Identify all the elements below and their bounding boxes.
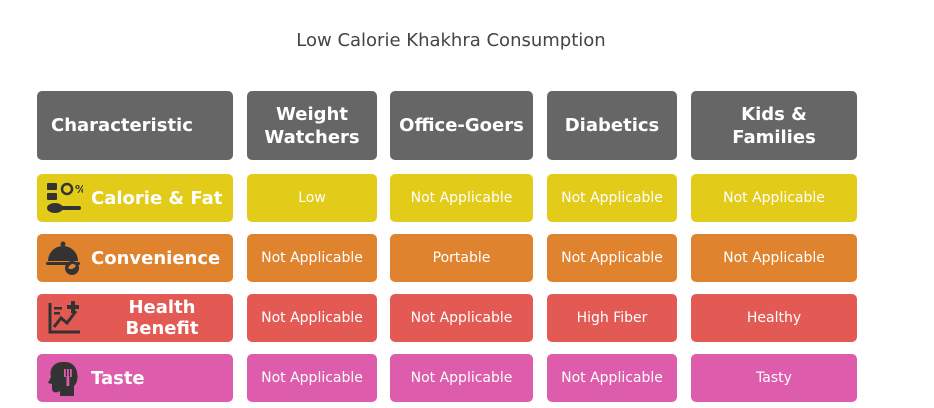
- table-cell-convenience-kids-and-families: Not Applicable: [691, 234, 857, 282]
- column-header-office-goers: Office-Goers: [390, 91, 533, 160]
- table-cell-taste-diabetics: Not Applicable: [547, 354, 677, 402]
- chart-title: Low Calorie Khakhra Consumption: [296, 30, 606, 51]
- row-label: Calorie & Fat: [91, 187, 223, 209]
- table-cell-calorie-and-fat-weight-watchers: Low: [247, 174, 377, 222]
- table-cell-convenience-diabetics: Not Applicable: [547, 234, 677, 282]
- column-header-diabetics: Diabetics: [547, 91, 677, 160]
- svg-text:%: %: [75, 183, 83, 196]
- table-cell-calorie-and-fat-office-goers: Not Applicable: [390, 174, 533, 222]
- table-cell-health-benefit-kids-and-families: Healthy: [691, 294, 857, 342]
- column-header-weight-watchers: Weight Watchers: [247, 91, 377, 160]
- row-label: Taste: [91, 367, 145, 389]
- column-header-kids-and-families: Kids & Families: [691, 91, 857, 160]
- row-header-taste: Taste: [37, 354, 233, 402]
- table-cell-taste-kids-and-families: Tasty: [691, 354, 857, 402]
- table-cell-taste-office-goers: Not Applicable: [390, 354, 533, 402]
- row-header-convenience: Convenience: [37, 234, 233, 282]
- taste-head-icon: [45, 359, 83, 397]
- table-cell-convenience-office-goers: Portable: [390, 234, 533, 282]
- table-cell-health-benefit-office-goers: Not Applicable: [390, 294, 533, 342]
- row-label: Convenience: [91, 247, 221, 269]
- food-service-icon: [45, 239, 83, 277]
- table-cell-convenience-weight-watchers: Not Applicable: [247, 234, 377, 282]
- table-cell-health-benefit-weight-watchers: Not Applicable: [247, 294, 377, 342]
- table-cell-calorie-and-fat-diabetics: Not Applicable: [547, 174, 677, 222]
- row-header-health-benefit: Health Benefit: [37, 294, 233, 342]
- table-cell-taste-weight-watchers: Not Applicable: [247, 354, 377, 402]
- row-header-calorie-and-fat: % Calorie & Fat: [37, 174, 233, 222]
- row-label: Health Benefit: [125, 297, 199, 339]
- health-chart-icon: [45, 299, 83, 337]
- table-cell-health-benefit-diabetics: High Fiber: [547, 294, 677, 342]
- calorie-fat-icon: %: [45, 179, 83, 217]
- column-header-characteristic: Characteristic: [37, 91, 233, 160]
- table-cell-calorie-and-fat-kids-and-families: Not Applicable: [691, 174, 857, 222]
